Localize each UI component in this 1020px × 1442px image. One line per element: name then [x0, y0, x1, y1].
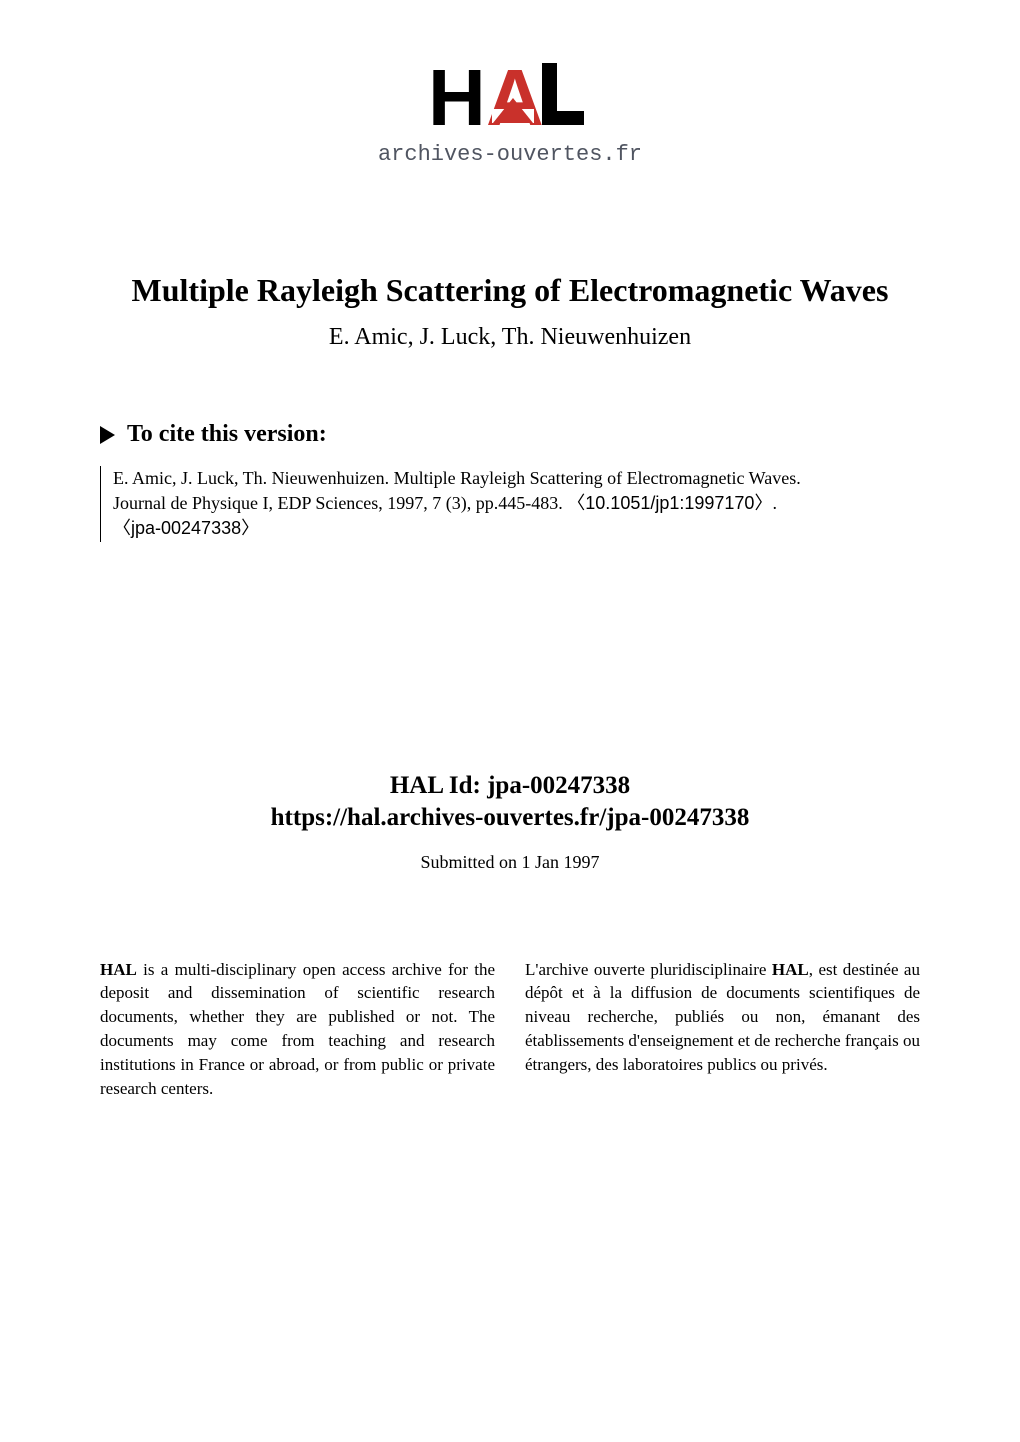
logo-subtitle: archives-ouvertes.fr [378, 142, 642, 167]
abstract-left-text: is a multi-disciplinary open access arch… [100, 960, 495, 1098]
hal-logo-svg: H A [420, 55, 600, 145]
citation-line2-pre: Journal de Physique I, EDP Sciences, 199… [113, 493, 567, 513]
svg-text:A: A [486, 55, 544, 142]
hal-bold-left: HAL [100, 960, 137, 979]
cite-header: To cite this version: [100, 421, 920, 448]
hal-url: https://hal.archives-ouvertes.fr/jpa-002… [0, 804, 1020, 832]
abstract-right-text-1: L'archive ouverte pluridisciplinaire [525, 960, 772, 979]
hal-logo: H A archives-ouvertes.fr [378, 55, 642, 167]
hal-bold-right: HAL [772, 960, 809, 979]
hal-logo-section: H A archives-ouvertes.fr [0, 0, 1020, 167]
cite-header-text: To cite this version: [127, 421, 327, 448]
abstract-section: HAL is a multi-disciplinary open access … [0, 958, 1020, 1101]
abstract-left: HAL is a multi-disciplinary open access … [100, 958, 495, 1101]
authors: E. Amic, J. Luck, Th. Nieuwenhuizen [0, 324, 1020, 351]
hal-id: HAL Id: jpa-00247338 [0, 772, 1020, 800]
citation-line1: E. Amic, J. Luck, Th. Nieuwenhuizen. Mul… [113, 468, 801, 488]
cite-section: To cite this version: E. Amic, J. Luck, … [0, 421, 1020, 542]
citation-body: E. Amic, J. Luck, Th. Nieuwenhuizen. Mul… [100, 466, 920, 542]
citation-line2-post: . [772, 493, 777, 513]
triangle-icon [100, 426, 115, 444]
svg-text:H: H [428, 55, 486, 142]
citation-doi: 〈10.1051/jp1:1997170〉 [567, 493, 772, 513]
halid-section: HAL Id: jpa-00247338 https://hal.archive… [0, 772, 1020, 873]
paper-title: Multiple Rayleigh Scattering of Electrom… [0, 272, 1020, 309]
abstract-right: L'archive ouverte pluridisciplinaire HAL… [525, 958, 920, 1101]
title-section: Multiple Rayleigh Scattering of Electrom… [0, 272, 1020, 351]
citation-halid: 〈jpa-00247338〉 [113, 518, 259, 538]
submitted-date: Submitted on 1 Jan 1997 [0, 852, 1020, 873]
